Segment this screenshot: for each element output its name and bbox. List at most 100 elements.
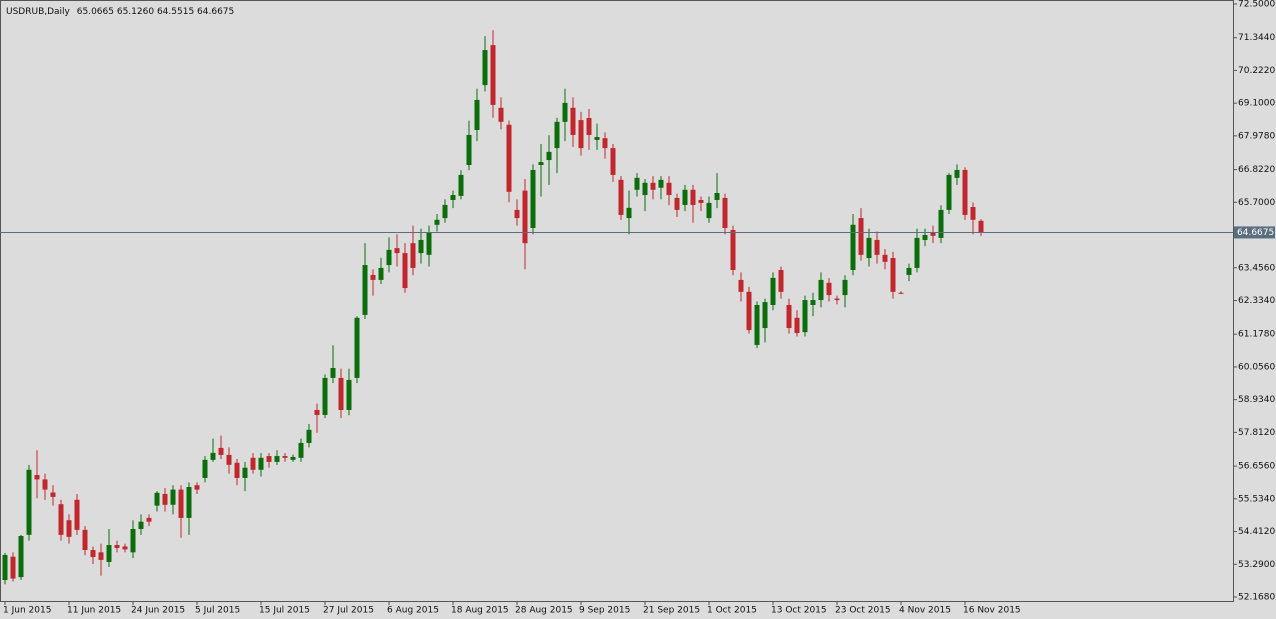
candle-body — [138, 521, 144, 529]
candle-body — [346, 379, 352, 410]
candle-body — [66, 520, 72, 537]
candle-body — [746, 291, 752, 331]
candle-body — [418, 239, 424, 254]
candle-body — [2, 554, 8, 581]
candle-body — [50, 492, 56, 497]
candle-body — [674, 197, 680, 210]
candle-body — [386, 249, 392, 266]
candle-body — [658, 179, 664, 188]
candle-body — [330, 367, 336, 378]
candle-body — [482, 50, 488, 86]
candle-body — [634, 177, 640, 190]
candle-body — [850, 224, 856, 270]
ohlc-close: 64.6675 — [197, 7, 234, 17]
candle-body — [322, 377, 328, 415]
candle-body — [698, 199, 704, 203]
candle-body — [762, 302, 768, 329]
candle-body — [162, 493, 168, 505]
x-tick-label: 11 Jun 2015 — [67, 606, 121, 616]
candle-body — [370, 274, 376, 280]
candle-body — [258, 457, 264, 470]
y-tick-label: 65.7000 — [1238, 198, 1275, 208]
candle-body — [594, 136, 600, 140]
candle-body — [930, 232, 936, 236]
candle-body — [290, 456, 296, 460]
candle-body — [226, 454, 232, 465]
candle-body — [890, 258, 896, 292]
candle-body — [810, 300, 816, 305]
ohlc-open: 65.0665 — [77, 7, 114, 17]
current-price-box — [1234, 226, 1275, 239]
candle-body — [490, 45, 496, 105]
x-tick-label: 18 Aug 2015 — [451, 606, 509, 616]
candle-body — [106, 545, 112, 562]
x-tick-label: 23 Oct 2015 — [835, 606, 891, 616]
y-tick-label: 67.9780 — [1238, 131, 1275, 141]
x-tick-label: 28 Aug 2015 — [515, 606, 573, 616]
x-tick-label: 1 Oct 2015 — [707, 606, 757, 616]
y-tick-label: 56.6560 — [1238, 462, 1275, 472]
candle-body — [642, 182, 648, 196]
candle-body — [18, 535, 24, 578]
candle-body — [794, 317, 800, 333]
candle-body — [194, 485, 200, 490]
candle-body — [394, 248, 400, 254]
y-tick-label: 66.8220 — [1238, 165, 1275, 175]
candle-body — [498, 107, 504, 122]
candle-body — [946, 174, 952, 210]
candle-body — [978, 220, 984, 233]
candle-body — [282, 456, 288, 458]
candle-body — [410, 243, 416, 268]
candle-body — [834, 298, 840, 301]
candle-body — [618, 179, 624, 215]
y-tick-label: 69.1000 — [1238, 99, 1275, 109]
candle-body — [858, 218, 864, 255]
candle-body — [538, 162, 544, 165]
candle-body — [306, 429, 312, 443]
candle-body — [922, 234, 928, 240]
candle-body — [82, 529, 88, 550]
x-tick-label: 9 Sep 2015 — [579, 606, 630, 616]
ohlc-low: 64.5515 — [157, 7, 194, 17]
candle-body — [938, 209, 944, 238]
x-tick-label: 21 Sep 2015 — [643, 606, 700, 616]
symbol: USDRUB,Daily — [6, 7, 71, 17]
y-tick-label: 57.8120 — [1238, 428, 1275, 438]
candle-body — [914, 237, 920, 268]
x-tick-label: 16 Nov 2015 — [963, 606, 1021, 616]
candle-body — [130, 528, 136, 553]
candle-body — [114, 545, 120, 548]
y-tick-label: 72.5000 — [1238, 0, 1275, 10]
candle-body — [626, 207, 632, 219]
y-tick-label: 52.1680 — [1238, 593, 1275, 603]
candle-body — [474, 99, 480, 130]
candle-body — [586, 118, 592, 135]
y-tick-label: 70.2220 — [1238, 66, 1275, 76]
x-tick-label: 13 Oct 2015 — [771, 606, 827, 616]
candle-body — [530, 169, 536, 228]
candle-body — [266, 456, 272, 462]
x-tick-label: 5 Jul 2015 — [195, 606, 240, 616]
candle-body — [570, 107, 576, 135]
candle-body — [818, 279, 824, 301]
candle-body — [298, 442, 304, 458]
candle-body — [234, 462, 240, 478]
candle-body — [442, 204, 448, 219]
candle-body — [786, 304, 792, 329]
candle-body — [314, 409, 320, 415]
candle-body — [202, 459, 208, 478]
candle-body — [954, 169, 960, 178]
candle-body — [898, 292, 904, 294]
candle-body — [554, 121, 560, 149]
candle-body — [466, 134, 472, 165]
candle-body — [154, 492, 160, 506]
y-tick-label: 53.2900 — [1238, 560, 1275, 570]
y-tick-label: 71.3440 — [1238, 33, 1275, 43]
ohlc-high: 65.1260 — [117, 7, 154, 17]
candle-body — [42, 479, 48, 490]
candle-body — [770, 277, 776, 305]
candle-body — [10, 556, 16, 579]
candle-body — [602, 138, 608, 149]
